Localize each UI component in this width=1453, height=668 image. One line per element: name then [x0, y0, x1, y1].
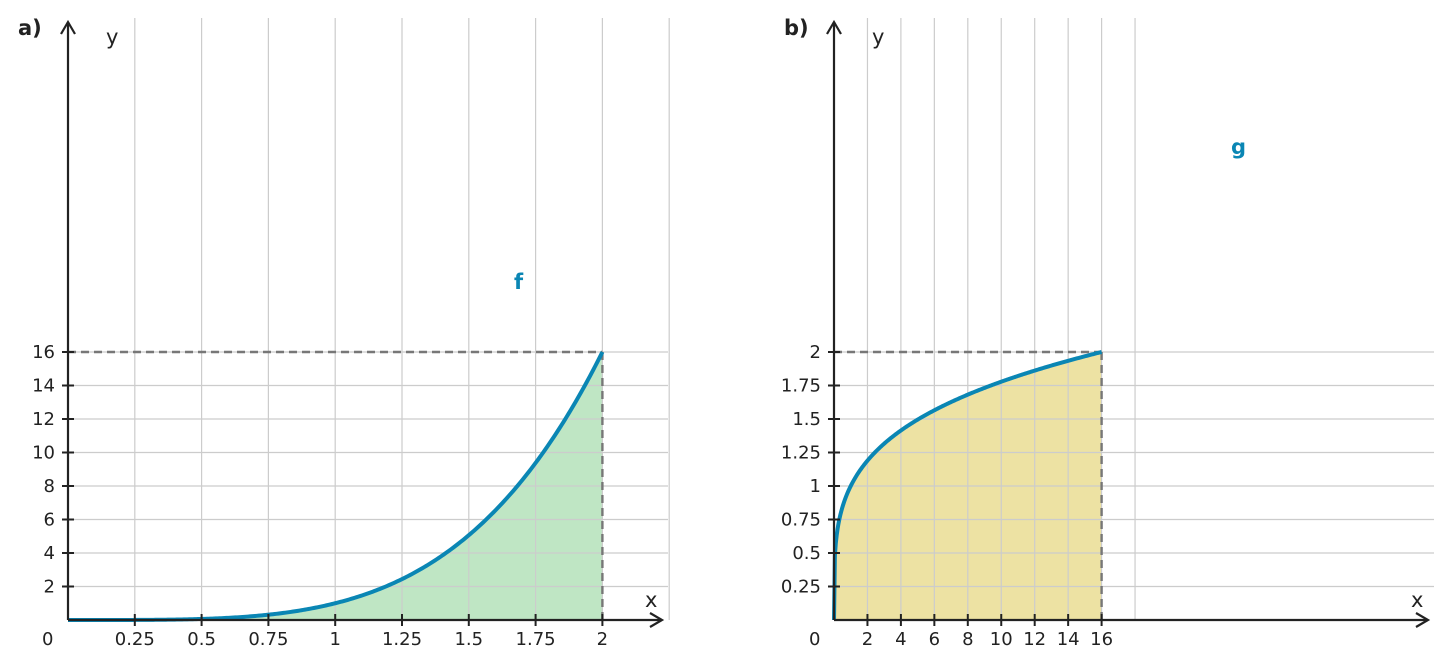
x-axis-arrow — [1415, 612, 1431, 628]
y-tick-label: 0.25 — [781, 577, 821, 598]
x-tick-label: 10 — [990, 629, 1013, 650]
panel-b-x-ticks: 2 4 6 8 10 12 14 16 — [862, 614, 1113, 650]
y-axis-arrow — [60, 19, 76, 35]
x-tick-label: 0.5 — [187, 629, 216, 650]
y-axis-arrow — [826, 19, 842, 35]
x-tick-label: 12 — [1023, 629, 1046, 650]
x-tick-label: 1.75 — [516, 629, 556, 650]
panel-b-grid — [834, 18, 1434, 620]
panel-a-y-ticks: 2 4 6 8 10 12 14 16 — [32, 342, 74, 598]
panel-label-b: b) — [784, 16, 809, 40]
y-tick-label: 1 — [810, 476, 821, 497]
y-tick-label: 6 — [44, 510, 55, 531]
x-tick-label: 1.25 — [382, 629, 422, 650]
x-axis-arrow — [649, 612, 665, 628]
x-tick-label: 2 — [862, 629, 873, 650]
x-axis-label-b: x — [1411, 588, 1423, 612]
y-axis-label-a: y — [106, 25, 118, 49]
origin-label-a: 0 — [42, 629, 53, 650]
function-label-f: f — [514, 270, 524, 294]
panel-b-chart: 2 4 6 8 10 12 14 16 0.25 0.5 0.75 1 1.25 1.5 1.75 2 b)… — [781, 16, 1434, 650]
x-axis-label-a: x — [645, 588, 657, 612]
panel-label-a: a) — [18, 16, 42, 40]
y-tick-label: 16 — [32, 342, 55, 363]
y-tick-label: 0.75 — [781, 510, 821, 531]
y-tick-label: 1.5 — [792, 409, 821, 430]
x-tick-label: 16 — [1090, 629, 1113, 650]
y-tick-label: 4 — [44, 543, 55, 564]
function-label-g: g — [1231, 135, 1246, 159]
y-tick-label: 8 — [44, 476, 55, 497]
x-tick-label: 0.75 — [248, 629, 288, 650]
x-tick-label: 8 — [962, 629, 973, 650]
x-tick-label: 1 — [329, 629, 340, 650]
x-tick-label: 4 — [895, 629, 906, 650]
y-tick-label: 2 — [44, 577, 55, 598]
x-tick-label: 0.25 — [115, 629, 155, 650]
curve-g — [832, 350, 1103, 621]
y-tick-label: 0.5 — [792, 543, 821, 564]
origin-label-b: 0 — [809, 629, 820, 650]
y-tick-label: 1.25 — [781, 443, 821, 464]
panel-a-grid — [68, 18, 670, 620]
x-tick-label: 6 — [929, 629, 940, 650]
x-tick-label: 14 — [1057, 629, 1080, 650]
y-tick-label: 14 — [32, 376, 55, 397]
panel-b-y-ticks: 0.25 0.5 0.75 1 1.25 1.5 1.75 2 — [781, 342, 840, 598]
y-tick-label: 10 — [32, 443, 55, 464]
x-tick-label: 2 — [597, 629, 608, 650]
y-tick-label: 2 — [810, 342, 821, 363]
y-tick-label: 12 — [32, 409, 55, 430]
x-tick-label: 1.5 — [454, 629, 483, 650]
panel-a-x-ticks: 0.25 0.5 0.75 1 1.25 1.5 1.75 2 — [115, 614, 608, 650]
panel-a-chart: 0.25 0.5 0.75 1 1.25 1.5 1.75 2 2 4 6 8 10 12 14 16 a)… — [18, 16, 670, 650]
y-axis-label-b: y — [872, 25, 884, 49]
y-tick-label: 1.75 — [781, 376, 821, 397]
